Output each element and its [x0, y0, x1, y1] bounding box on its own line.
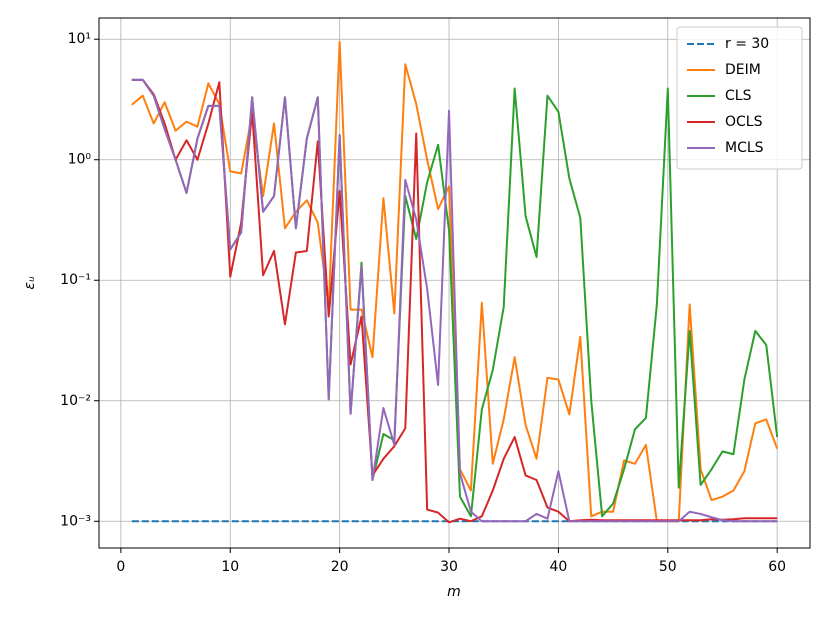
legend-label: OCLS: [725, 114, 763, 130]
x-axis-label: m: [447, 584, 461, 600]
x-tick-label: 20: [331, 559, 349, 575]
legend: r = 30 DEIM CLS OCLS MCLS: [676, 26, 803, 170]
y-tick-label: 10⁻³: [60, 513, 91, 529]
legend-label: CLS: [725, 88, 752, 104]
x-tick-label: 60: [768, 559, 786, 575]
x-tick-label: 0: [116, 559, 125, 575]
legend-box: [676, 26, 803, 170]
x-tick-label: 30: [440, 559, 458, 575]
series-line: [131, 78, 778, 523]
legend-label: MCLS: [725, 140, 764, 156]
x-tick-label: 50: [659, 559, 677, 575]
y-axis-label: εᵤ: [22, 276, 38, 290]
x-tick-label: 10: [221, 559, 239, 575]
y-tick-label: 10⁻²: [60, 393, 91, 409]
y-tick-label: 10⁻¹: [60, 272, 91, 288]
legend-label: r = 30: [725, 36, 769, 52]
y-tick-label: 10¹: [68, 31, 91, 47]
x-tick-label: 40: [550, 559, 568, 575]
legend-label: DEIM: [725, 62, 761, 78]
y-tick-label: 10⁰: [68, 152, 92, 168]
series-line: [131, 78, 778, 524]
plot-frame: [98, 17, 811, 549]
